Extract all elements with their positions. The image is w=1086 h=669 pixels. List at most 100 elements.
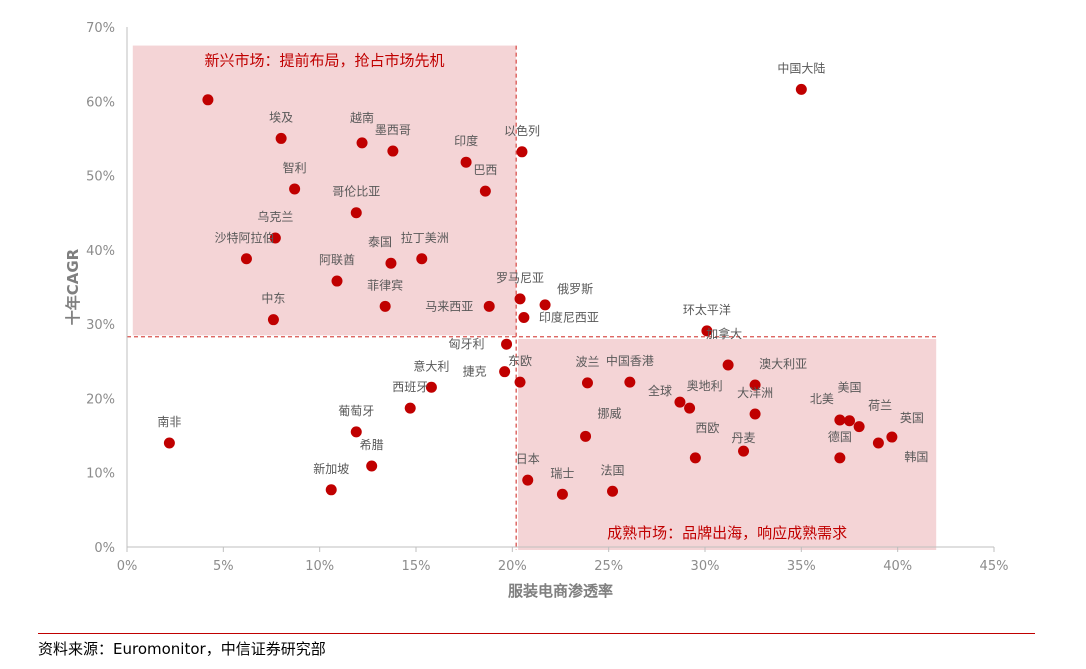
data-label: 德国 (828, 429, 852, 444)
data-label: 哥伦比亚 (332, 184, 380, 199)
data-point (580, 430, 592, 442)
region-label-1: 新兴市场：提前布局，抢占市场先机 (204, 52, 444, 70)
data-point (501, 338, 513, 350)
region-2 (518, 339, 937, 550)
y-tick-label: 70% (86, 21, 115, 36)
data-label: 荷兰 (868, 399, 892, 413)
data-label: 美国 (837, 381, 861, 395)
data-label: 匈牙利 (449, 337, 485, 351)
data-point (834, 414, 846, 426)
data-point (163, 437, 175, 449)
data-point (701, 325, 713, 337)
data-label: 环太平洋 (683, 302, 731, 317)
data-label: 俄罗斯 (557, 282, 593, 296)
data-point (350, 426, 362, 438)
data-label: 波兰 (575, 355, 599, 369)
data-point (425, 381, 437, 393)
source-note: 资料来源：Euromonitor，中信证券研究部 (38, 640, 326, 658)
data-point (514, 376, 526, 388)
data-point (872, 437, 884, 449)
data-label: 拉丁美洲 (401, 230, 449, 245)
data-label: 墨西哥 (375, 123, 411, 137)
data-point (749, 379, 761, 391)
data-point (350, 207, 362, 219)
data-point (853, 421, 865, 433)
data-point (379, 300, 391, 312)
data-point (325, 484, 337, 496)
x-tick-label: 25% (594, 559, 623, 574)
footer-divider (38, 633, 1035, 634)
data-point (844, 415, 855, 427)
data-label: 西欧 (695, 421, 719, 435)
y-tick-label: 30% (86, 318, 115, 333)
data-point (518, 311, 530, 323)
data-point (331, 275, 343, 287)
data-point (722, 359, 734, 371)
data-label: 全球 (648, 383, 672, 398)
data-point (483, 300, 495, 312)
data-point (275, 132, 287, 144)
data-label: 澳大利亚 (759, 357, 807, 371)
data-point (514, 293, 526, 305)
y-tick-label: 0% (94, 541, 115, 556)
data-point (522, 474, 534, 486)
data-label: 希腊 (360, 437, 384, 452)
data-label: 意大利 (413, 358, 449, 373)
data-label: 越南 (350, 110, 374, 125)
x-tick-label: 15% (402, 559, 431, 574)
data-point (834, 452, 846, 464)
x-tick-label: 30% (691, 559, 720, 574)
data-point (460, 156, 472, 168)
data-point (416, 253, 428, 265)
data-point (738, 445, 750, 457)
data-label: 法国 (601, 463, 625, 477)
data-point (202, 94, 214, 106)
data-point (886, 431, 898, 443)
data-label: 南非 (157, 414, 181, 429)
data-label: 加拿大 (706, 326, 742, 341)
data-label: 日本 (516, 452, 540, 466)
x-tick-label: 0% (117, 559, 138, 574)
data-label: 中东 (261, 291, 285, 306)
data-point (674, 396, 686, 408)
data-label: 北美 (810, 392, 834, 406)
data-label: 泰国 (368, 235, 392, 249)
data-label: 中国香港 (606, 353, 654, 368)
data-label: 大洋洲 (737, 385, 773, 400)
x-axis-label: 服装电商渗透率 (508, 582, 613, 600)
data-label: 东欧 (508, 354, 532, 368)
x-tick-label: 20% (498, 559, 527, 574)
data-point (240, 253, 252, 265)
data-label: 葡萄牙 (338, 404, 374, 418)
data-label: 奥地利 (687, 379, 723, 393)
region-label-2: 成熟市场：品牌出海，响应成熟需求 (607, 524, 847, 542)
data-label: 罗马尼亚 (496, 271, 544, 285)
data-label: 中国大陆 (777, 60, 825, 75)
data-label: 以色列 (504, 124, 540, 138)
data-label: 阿联酋 (319, 252, 355, 267)
data-point (539, 299, 551, 311)
data-label: 沙特阿拉伯 (214, 230, 274, 245)
data-point (356, 137, 368, 149)
data-point (387, 145, 399, 157)
data-label: 瑞士 (550, 466, 574, 480)
data-label: 印度尼西亚 (539, 309, 599, 324)
y-axis-label: 十年CAGR (64, 248, 82, 325)
data-point (479, 185, 491, 197)
data-label: 智利 (283, 160, 307, 175)
data-point (556, 488, 568, 500)
data-point (289, 183, 301, 195)
data-label: 埃及 (269, 110, 293, 124)
x-tick-label: 10% (305, 559, 334, 574)
data-point (516, 146, 528, 158)
data-point (499, 366, 511, 378)
region-1 (132, 45, 517, 336)
data-point (267, 314, 279, 326)
y-tick-label: 10% (86, 467, 115, 482)
x-tick-label: 40% (883, 559, 912, 574)
data-point (404, 402, 416, 414)
y-tick-label: 40% (86, 244, 115, 259)
data-point (607, 485, 619, 497)
x-tick-label: 35% (787, 559, 816, 574)
